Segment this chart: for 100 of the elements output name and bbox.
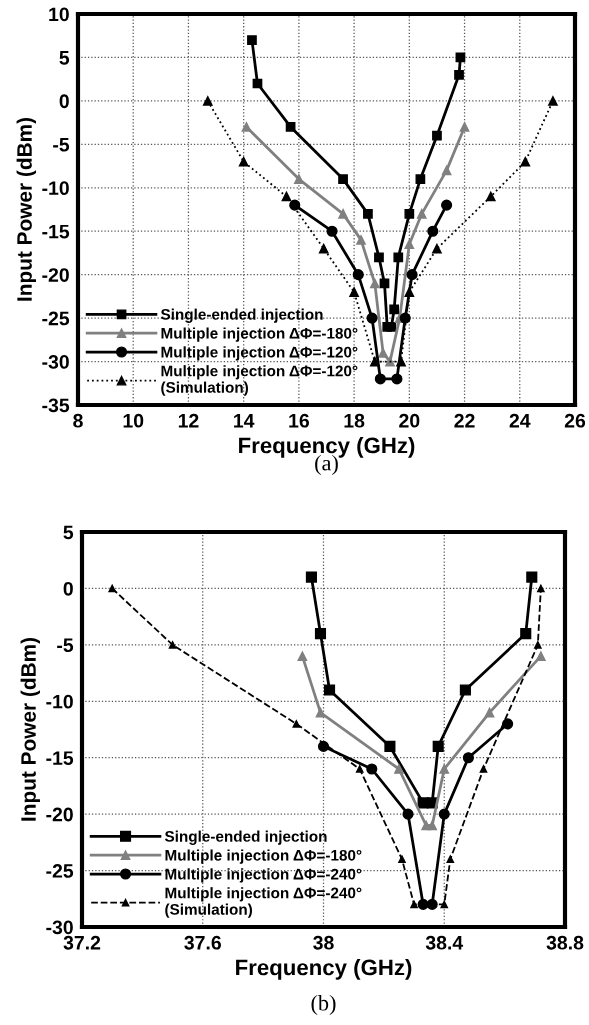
x-tick-label: 14 xyxy=(234,414,255,428)
x-tick-label: 22 xyxy=(454,413,475,428)
y-tick-label: -30 xyxy=(42,355,69,369)
x-tick-label: 18 xyxy=(344,413,365,428)
point xyxy=(485,191,496,202)
point xyxy=(526,571,538,583)
x-tick-label: 37.2 xyxy=(63,935,101,950)
point xyxy=(374,252,384,263)
point xyxy=(379,278,390,289)
point xyxy=(352,269,364,281)
point xyxy=(374,373,386,385)
legend-label: Multiple injection ΔΦ=-120° (Simulation) xyxy=(161,365,358,396)
point xyxy=(369,278,380,289)
point xyxy=(415,174,426,184)
point xyxy=(326,225,338,237)
y-tick-label: -5 xyxy=(57,638,74,653)
x-tick-label: 38 xyxy=(313,935,334,950)
point xyxy=(366,312,378,324)
point xyxy=(398,855,406,864)
y-tick-label: -25 xyxy=(42,311,70,326)
point xyxy=(292,720,301,728)
point xyxy=(315,707,326,718)
legend-label: Multiple injection ΔΦ=-180° xyxy=(165,849,362,864)
point xyxy=(289,199,301,211)
point xyxy=(285,122,296,132)
y-axis-title: Input Power (dBm) xyxy=(20,637,41,821)
x-tick-label: 38.4 xyxy=(425,935,464,950)
point xyxy=(438,808,450,820)
point xyxy=(363,208,373,219)
point xyxy=(369,356,380,367)
x-tick-label: 20 xyxy=(399,413,420,428)
point xyxy=(410,900,418,909)
point xyxy=(323,684,336,696)
y-tick-label: -20 xyxy=(42,268,69,282)
point xyxy=(281,191,292,202)
point xyxy=(502,718,514,730)
point xyxy=(404,287,415,297)
point xyxy=(349,287,359,297)
point xyxy=(396,356,406,367)
point xyxy=(427,225,439,237)
x-tick-label: 38.8 xyxy=(546,935,584,950)
point xyxy=(294,174,304,184)
point xyxy=(462,752,474,764)
point xyxy=(394,764,404,774)
point xyxy=(454,69,464,80)
point xyxy=(484,707,495,718)
point xyxy=(520,628,532,640)
x-tick-label: 26 xyxy=(564,413,586,428)
point xyxy=(318,243,329,254)
point xyxy=(441,199,453,211)
point xyxy=(247,35,257,45)
point xyxy=(432,130,442,141)
legend-label: Single-ended injection xyxy=(164,830,327,845)
point xyxy=(391,373,403,385)
point xyxy=(441,165,452,176)
point xyxy=(404,239,415,250)
point xyxy=(356,235,366,245)
point xyxy=(366,763,378,775)
point xyxy=(534,641,542,649)
legend-label: Multiple injection ΔΦ=-240° xyxy=(165,868,362,883)
y-tick-label: -20 xyxy=(46,807,73,822)
y-tick-label: 5 xyxy=(59,51,70,65)
point xyxy=(440,900,449,909)
text: (b) xyxy=(311,994,336,1016)
point xyxy=(535,651,546,662)
y-tick-label: -10 xyxy=(42,181,69,196)
y-tick-label: 0 xyxy=(63,581,73,596)
point xyxy=(406,269,418,281)
point xyxy=(548,96,558,106)
point xyxy=(108,584,117,593)
y-tick-label: -30 xyxy=(46,920,73,935)
point xyxy=(384,740,396,752)
y-tick-label: -15 xyxy=(42,224,70,239)
point xyxy=(355,765,364,773)
point xyxy=(459,122,470,132)
point xyxy=(459,684,471,696)
point xyxy=(389,304,400,315)
y-tick-label: 0 xyxy=(59,94,69,109)
point xyxy=(338,208,348,219)
y-tick-label: -25 xyxy=(46,864,74,878)
point xyxy=(168,641,177,649)
point xyxy=(537,584,545,593)
point xyxy=(520,156,531,167)
x-axis-title: Frequency (GHz) xyxy=(236,959,412,980)
point xyxy=(393,252,404,263)
point xyxy=(432,243,442,254)
x-tick-label: 37.6 xyxy=(184,935,221,950)
point xyxy=(427,820,438,831)
point xyxy=(426,898,438,910)
y-tick-label: -5 xyxy=(53,138,70,152)
point xyxy=(404,208,415,219)
point xyxy=(439,764,450,774)
point xyxy=(378,348,388,358)
y-tick-label: 5 xyxy=(63,525,74,540)
point xyxy=(385,356,395,367)
point xyxy=(386,321,397,332)
point xyxy=(446,855,455,864)
y-tick-label: -15 xyxy=(46,751,74,765)
x-tick-label: 10 xyxy=(123,413,144,428)
point xyxy=(305,571,317,583)
